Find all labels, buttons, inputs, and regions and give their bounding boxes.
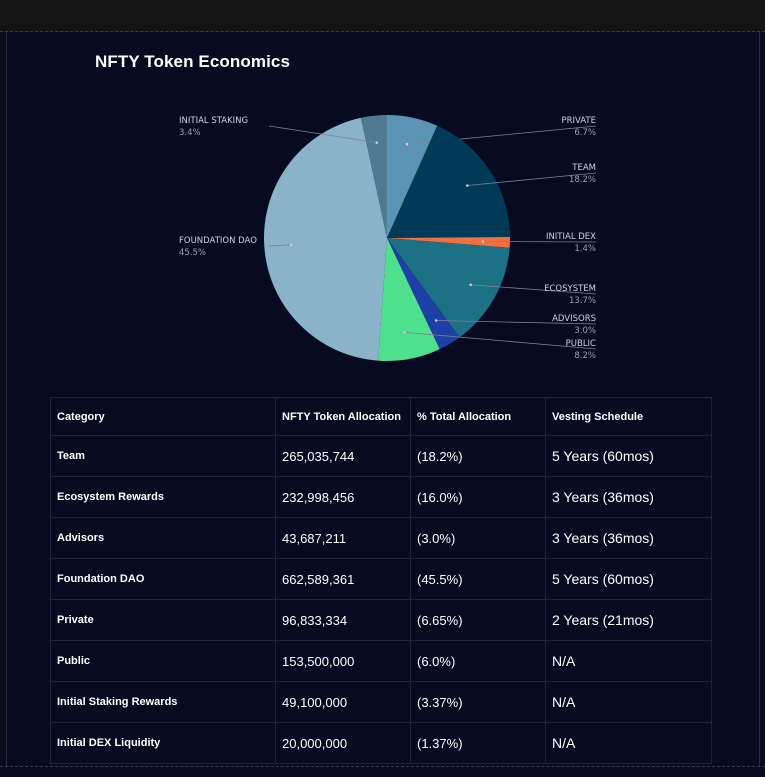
leader-dot-ecosystem <box>469 283 473 287</box>
leader-dot-initial-staking <box>375 141 379 144</box>
cell-token-allocation: 232,998,456 <box>275 476 411 518</box>
pie-slice-team <box>387 125 510 238</box>
table-row: Foundation DAO 662,589,361 (45.5%) 5 Yea… <box>50 558 712 600</box>
cell-category: Advisors <box>50 517 276 559</box>
pie-slice-initial-staking <box>360 115 387 238</box>
cell-category: Foundation DAO <box>50 558 276 600</box>
pie-chart: PRIVATE 6.7% TEAM 18.2% INITIAL DEX 1.4% ECOSY… <box>179 115 597 361</box>
cell-vesting-schedule: 2 Years (21mos) <box>545 599 712 641</box>
cell-total-allocation: (3.0%) <box>410 517 546 559</box>
leader-line-team <box>467 172 597 186</box>
pie-percent-public: 8.2% <box>574 351 596 361</box>
table-row: Private 96,833,334 (6.65%) 2 Years (21mo… <box>50 599 712 641</box>
pie-label-public: PUBLIC <box>566 339 596 349</box>
pie-percent-team: 18.2% <box>569 175 596 185</box>
header-token-allocation: NFTY Token Allocation <box>275 397 411 436</box>
cell-token-allocation: 662,589,361 <box>275 558 411 600</box>
leader-line-foundation-dao <box>268 244 292 247</box>
table-row: Initial DEX Liquidity 20,000,000 (1.37%)… <box>50 722 712 764</box>
cell-vesting-schedule: 3 Years (36mos) <box>545 517 712 559</box>
cell-vesting-schedule: 5 Years (60mos) <box>545 558 712 600</box>
pie-label-initial-staking: INITIAL STAKING <box>179 116 248 126</box>
leader-line-advisors <box>436 320 597 325</box>
cell-category: Team <box>50 435 276 477</box>
cell-token-allocation: 265,035,744 <box>275 435 411 477</box>
cell-total-allocation: (1.37%) <box>410 722 546 764</box>
table-row: Advisors 43,687,211 (3.0%) 3 Years (36mo… <box>50 517 712 559</box>
leader-dot-team <box>466 184 469 187</box>
cell-token-allocation: 20,000,000 <box>275 722 411 764</box>
pie-percent-foundation-dao: 45.5% <box>179 248 206 258</box>
table-row: Initial Staking Rewards 49,100,000 (3.37… <box>50 681 712 723</box>
cell-vesting-schedule: N/A <box>545 681 712 723</box>
pie-label-advisors: ADVISORS <box>552 314 596 324</box>
pie-label-ecosystem: ECOSYSTEM <box>544 284 596 294</box>
window-bottom-bar <box>0 766 765 777</box>
leader-dot-initial-dex <box>481 240 485 243</box>
cell-total-allocation: (16.0%) <box>410 476 546 518</box>
pie-label-private: PRIVATE <box>561 116 596 126</box>
cell-total-allocation: (6.0%) <box>410 640 546 682</box>
pie-percent-advisors: 3.0% <box>574 326 596 336</box>
leader-dot-public <box>403 331 407 334</box>
pie-percent-private: 6.7% <box>574 128 596 138</box>
cell-category: Initial DEX Liquidity <box>50 722 276 764</box>
cell-total-allocation: (18.2%) <box>410 435 546 477</box>
cell-vesting-schedule: N/A <box>545 722 712 764</box>
pie-slice-initial-dex <box>387 237 511 248</box>
pie-percent-initial-staking: 3.4% <box>179 128 201 138</box>
cell-vesting-schedule: 5 Years (60mos) <box>545 435 712 477</box>
header-vesting-schedule: Vesting Schedule <box>545 397 712 436</box>
pie-percent-ecosystem: 13.7% <box>569 296 596 306</box>
table-row: Ecosystem Rewards 232,998,456 (16.0%) 3 … <box>50 476 712 518</box>
leader-line-initial-staking <box>268 125 377 143</box>
cell-category: Public <box>50 640 276 682</box>
pie-label-initial-dex: INITIAL DEX <box>546 232 596 242</box>
cell-total-allocation: (3.37%) <box>410 681 546 723</box>
pie-slice-foundation-dao <box>263 117 387 361</box>
cell-category: Initial Staking Rewards <box>50 681 276 723</box>
pie-slice-advisors <box>387 238 460 350</box>
header-total-allocation: % Total Allocation <box>410 397 546 436</box>
cell-vesting-schedule: N/A <box>545 640 712 682</box>
pie-label-team: TEAM <box>571 163 596 173</box>
leader-dot-private <box>405 142 409 146</box>
cell-total-allocation: (45.5%) <box>410 558 546 600</box>
cell-vesting-schedule: 3 Years (36mos) <box>545 476 712 518</box>
table-row: Team 265,035,744 (18.2%) 5 Years (60mos) <box>50 435 712 477</box>
pie-slice-ecosystem <box>387 238 510 338</box>
page-title: NFTY Token Economics <box>95 52 291 71</box>
leader-line-initial-dex <box>482 241 597 243</box>
leader-line-ecosystem <box>470 284 597 295</box>
pie-slice-public <box>378 238 440 361</box>
cell-total-allocation: (6.65%) <box>410 599 546 641</box>
allocation-table: Category NFTY Token Allocation % Total A… <box>50 397 712 764</box>
cell-category: Private <box>50 599 276 641</box>
pie-label-foundation-dao: FOUNDATION DAO <box>179 236 257 246</box>
cell-token-allocation: 49,100,000 <box>275 681 411 723</box>
header-category: Category <box>50 397 276 436</box>
cell-token-allocation: 153,500,000 <box>275 640 411 682</box>
leader-line-public <box>404 331 597 350</box>
pie-slice-private <box>387 115 438 238</box>
leader-dot-advisors <box>434 319 438 322</box>
cell-token-allocation: 43,687,211 <box>275 517 411 559</box>
table-header-row: Category NFTY Token Allocation % Total A… <box>50 397 712 436</box>
pie-percent-initial-dex: 1.4% <box>574 244 596 254</box>
cell-token-allocation: 96,833,334 <box>275 599 411 641</box>
table-row: Public 153,500,000 (6.0%) N/A <box>50 640 712 682</box>
leader-dot-foundation-dao <box>290 243 293 247</box>
cell-category: Ecosystem Rewards <box>50 476 276 518</box>
window-top-bar <box>0 0 765 32</box>
